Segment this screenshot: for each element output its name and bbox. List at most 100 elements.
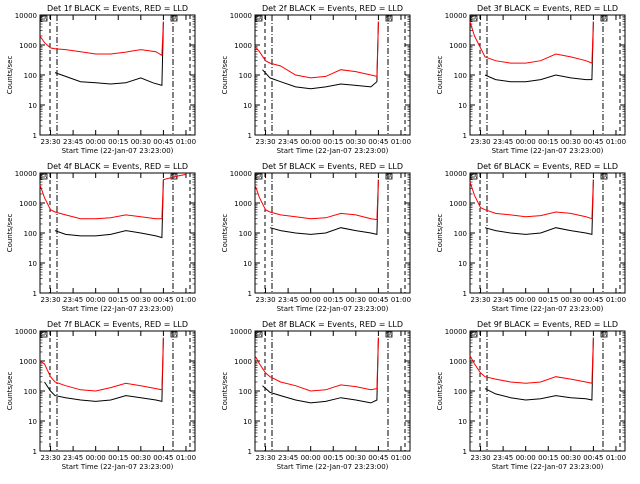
y-axis-label: Counts/sec — [221, 214, 229, 253]
y-tick-label: 100 — [454, 230, 467, 238]
x-tick-label: 23:30 — [40, 296, 60, 304]
plot-frame — [469, 14, 626, 136]
saa-marker: SA — [471, 16, 477, 21]
saa-marker-box — [255, 331, 263, 338]
x-axis-label: Start Time (22-Jan-07 23:23:00) — [277, 147, 389, 155]
x-tick-label: 00:30 — [561, 138, 581, 146]
y-tick-label: 1000 — [234, 358, 252, 366]
saa-marker-box — [470, 173, 478, 180]
y-tick-label: 10000 — [230, 12, 252, 20]
x-tick-label: 00:00 — [86, 454, 106, 462]
x-tick-label: 00:15 — [323, 454, 343, 462]
y-tick-label: 1 — [248, 290, 252, 298]
panel-7: Det 7f BLACK = Events, RED = LLD 1 10 100 10… — [6, 320, 196, 471]
y-axis-label: Counts/sec — [6, 214, 14, 253]
y-tick-label: 10000 — [15, 170, 37, 178]
saa-marker-box — [255, 15, 263, 22]
x-tick-label: 01:00 — [391, 454, 411, 462]
y-tick-label: 1000 — [234, 200, 252, 208]
y-tick-label: 10000 — [230, 170, 252, 178]
events-line — [54, 179, 164, 239]
x-tick-label: 00:30 — [561, 454, 581, 462]
y-tick-label: 1 — [33, 290, 37, 298]
x-tick-label: 00:30 — [561, 296, 581, 304]
x-tick-label: 23:45 — [278, 138, 298, 146]
x-tick-label: 00:00 — [301, 296, 321, 304]
plot-frame — [254, 172, 411, 294]
x-tick-label: 23:30 — [470, 454, 490, 462]
y-axis-label: Counts/sec — [221, 56, 229, 95]
x-tick-label: 01:00 — [176, 296, 196, 304]
events-line — [54, 21, 164, 87]
x-tick-label: 00:00 — [86, 296, 106, 304]
saa-marker-box — [600, 173, 608, 180]
x-tick-label: 01:00 — [606, 454, 626, 462]
y-tick-label: 10000 — [230, 328, 252, 336]
x-tick-label: 23:45 — [278, 296, 298, 304]
saa-marker-box — [385, 173, 393, 180]
y-tick-label: 10 — [28, 260, 37, 268]
saa-marker: SA — [386, 332, 392, 337]
panel-2: Det 2f BLACK = Events, RED = LLD 1 10 100 10… — [221, 4, 411, 155]
panel-9: Det 9f BLACK = Events, RED = LLD 1 10 100 10… — [436, 320, 626, 471]
events-line — [484, 179, 594, 236]
x-tick-label: 01:00 — [176, 138, 196, 146]
panel-1: Det 1f BLACK = Events, RED = LLD 1 10 100 10… — [6, 4, 196, 155]
x-tick-label: 01:00 — [391, 296, 411, 304]
x-tick-label: 01:00 — [606, 296, 626, 304]
saa-marker: SA — [601, 332, 607, 337]
y-tick-label: 10000 — [15, 12, 37, 20]
y-tick-label: 100 — [239, 388, 252, 396]
x-tick-label: 00:30 — [346, 138, 366, 146]
events-line — [269, 179, 379, 236]
panel-title: Det 8f BLACK = Events, RED = LLD — [262, 320, 403, 329]
saa-marker: SA — [171, 16, 177, 21]
x-tick-label: 00:00 — [516, 138, 536, 146]
panel-title: Det 7f BLACK = Events, RED = LLD — [47, 320, 188, 329]
events-line — [484, 21, 594, 83]
y-tick-label: 1 — [33, 132, 37, 140]
y-tick-label: 100 — [239, 230, 252, 238]
x-tick-label: 23:45 — [63, 454, 83, 462]
x-tick-label: 00:15 — [538, 454, 558, 462]
x-tick-label: 00:15 — [538, 138, 558, 146]
lld-line — [469, 21, 594, 64]
saa-marker-box — [600, 331, 608, 338]
x-tick-label: 00:00 — [86, 138, 106, 146]
lld-line — [254, 337, 379, 392]
saa-marker: SA — [41, 16, 47, 21]
lld-line — [469, 179, 594, 220]
saa-marker: SA — [601, 174, 607, 179]
x-tick-label: 00:00 — [301, 454, 321, 462]
panel-title: Det 4f BLACK = Events, RED = LLD — [47, 162, 188, 171]
y-axis-label: Counts/sec — [6, 372, 14, 411]
saa-marker: SA — [41, 174, 47, 179]
saa-marker: SA — [41, 332, 47, 337]
y-tick-label: 1000 — [234, 42, 252, 50]
saa-marker: SA — [386, 16, 392, 21]
x-tick-label: 00:45 — [153, 138, 173, 146]
panel-title: Det 1f BLACK = Events, RED = LLD — [47, 4, 188, 13]
panel-title: Det 5f BLACK = Events, RED = LLD — [262, 162, 403, 171]
y-axis-label: Counts/sec — [436, 372, 444, 411]
x-tick-label: 00:15 — [108, 138, 128, 146]
y-tick-label: 10 — [458, 102, 467, 110]
y-axis-label: Counts/sec — [6, 56, 14, 95]
x-tick-label: 23:30 — [255, 454, 275, 462]
x-tick-label: 00:15 — [323, 296, 343, 304]
y-tick-label: 1 — [248, 132, 252, 140]
x-tick-label: 00:45 — [368, 454, 388, 462]
y-tick-label: 1000 — [449, 358, 467, 366]
x-tick-label: 00:15 — [108, 454, 128, 462]
x-tick-label: 00:30 — [346, 454, 366, 462]
y-tick-label: 10 — [28, 102, 37, 110]
x-tick-label: 01:00 — [176, 454, 196, 462]
saa-marker-box — [255, 173, 263, 180]
panel-8: Det 8f BLACK = Events, RED = LLD 1 10 100 10… — [221, 320, 411, 471]
events-line — [262, 21, 379, 90]
plot-frame — [254, 330, 411, 452]
y-tick-label: 100 — [454, 72, 467, 80]
y-tick-label: 1000 — [19, 358, 37, 366]
